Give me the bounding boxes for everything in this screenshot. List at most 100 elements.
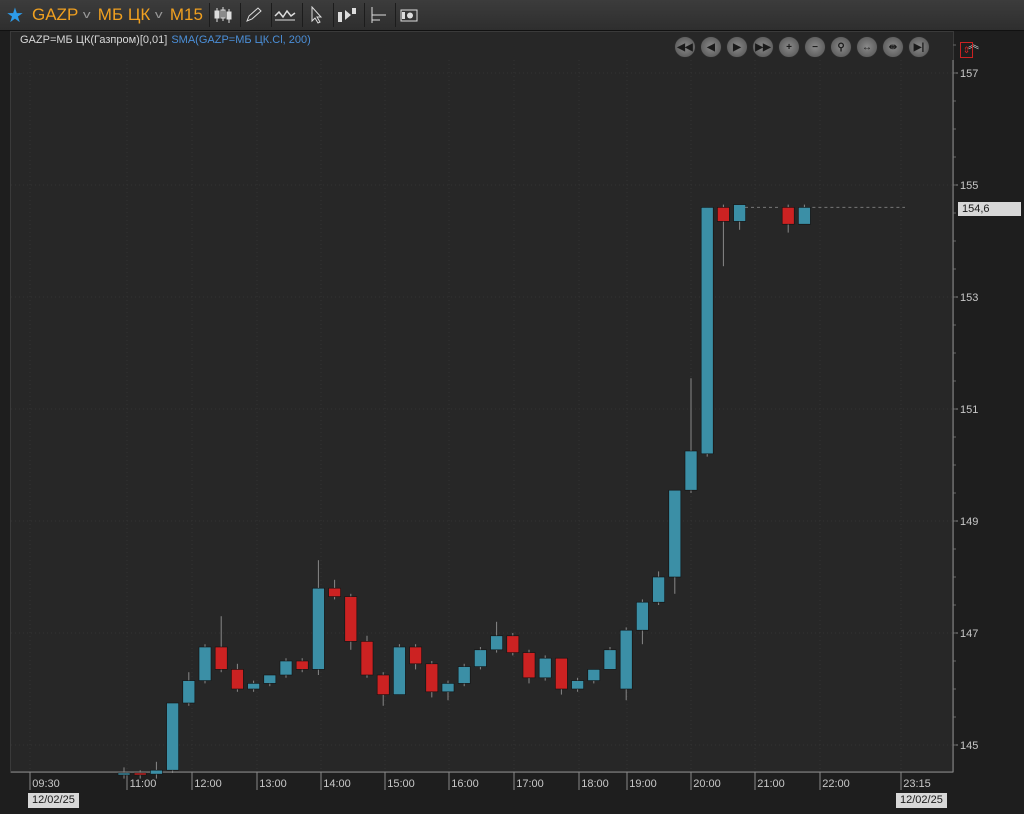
- chevron-down-icon: v: [83, 9, 91, 21]
- x-tick-label: 11:00: [130, 778, 157, 790]
- scroll-left-icon[interactable]: ◀: [700, 36, 722, 58]
- candle-body: [441, 683, 455, 693]
- candle-body: [393, 646, 406, 695]
- x-tick-label: 15:00: [387, 778, 415, 790]
- candle-body: [474, 649, 487, 667]
- candle-body: [506, 635, 520, 653]
- candle-body: [522, 652, 536, 679]
- candle-body: [538, 657, 552, 679]
- series-legend: GAZP=МБ ЦК(Газпром)[0,01] SMA(GAZP=МБ ЦК.…: [20, 34, 311, 46]
- trade-icon[interactable]: [332, 3, 360, 27]
- x-tick-label: 23:15: [903, 778, 931, 790]
- exchange-label: МБ ЦК: [97, 5, 151, 24]
- symbol-selector[interactable]: GAZP v: [28, 5, 94, 25]
- x-tick-label: 09:30: [32, 778, 60, 790]
- candle-body: [684, 450, 698, 491]
- start-date-label: 12/02/25: [28, 793, 79, 808]
- candle-body: [603, 649, 617, 670]
- candle-body: [798, 207, 811, 225]
- candle-body: [279, 660, 293, 676]
- candle-body: [619, 629, 633, 690]
- pencil-icon[interactable]: [239, 3, 267, 27]
- candle-body: [263, 674, 277, 684]
- series-name: GAZP=МБ ЦК(Газпром)[0,01]: [20, 34, 168, 46]
- x-tick-label: 14:00: [323, 778, 351, 790]
- scroll-start-icon[interactable]: ◀◀: [674, 36, 696, 58]
- y-tick-label: 145: [960, 740, 978, 752]
- chart-area[interactable]: [10, 31, 954, 773]
- cursor-icon[interactable]: [301, 3, 329, 27]
- x-tick-label: 13:00: [259, 778, 287, 790]
- candle-body: [360, 641, 374, 676]
- candle-body: [571, 680, 584, 690]
- candle-body: [781, 207, 795, 225]
- candle-body: [490, 635, 503, 651]
- y-tick-label: 157: [960, 68, 978, 80]
- x-tick-label: 18:00: [581, 778, 609, 790]
- candle-body: [117, 772, 131, 776]
- indicator-icon[interactable]: [363, 3, 391, 27]
- candle-body: [166, 702, 179, 771]
- x-tick-label: 16:00: [451, 778, 479, 790]
- candle-body: [150, 769, 163, 775]
- expand-h-icon[interactable]: ↔: [856, 36, 878, 58]
- x-tick-label: 19:00: [629, 778, 657, 790]
- last-price-label: 154,6: [958, 202, 1021, 216]
- chart-navigation: ◀◀ ◀ ▶ ▶▶ + − ⚲ ↔ ⇹ ▶|: [674, 36, 930, 58]
- zoom-out-icon[interactable]: −: [804, 36, 826, 58]
- chevron-down-icon: v: [155, 9, 163, 21]
- candle-body: [328, 587, 341, 597]
- candle-body: [425, 663, 439, 693]
- end-date-label: 12/02/25: [896, 793, 947, 808]
- toolbar: ★ GAZP v МБ ЦК v M15: [0, 0, 1024, 31]
- candle-body: [182, 680, 196, 704]
- pause-icon[interactable]: ▶|: [908, 36, 930, 58]
- candles-icon[interactable]: [208, 3, 236, 27]
- x-tick-label: 17:00: [516, 778, 544, 790]
- candle-body: [700, 207, 714, 455]
- candle-body: [247, 683, 260, 690]
- x-tick-label: 22:00: [822, 778, 850, 790]
- y-tick-label: 149: [960, 516, 978, 528]
- candle-body: [717, 207, 730, 222]
- exchange-selector[interactable]: МБ ЦК v: [94, 5, 166, 25]
- snapshot-icon[interactable]: [394, 3, 422, 27]
- candle-body: [214, 646, 228, 670]
- collapse-icon[interactable]: ︽: [968, 39, 979, 51]
- favorite-star-icon[interactable]: ★: [6, 4, 24, 27]
- candle-body: [555, 657, 568, 690]
- candle-body: [376, 674, 390, 695]
- candle-body: [133, 772, 147, 776]
- candle-body: [198, 646, 212, 681]
- zoom-in-icon[interactable]: +: [778, 36, 800, 58]
- scale-toggle-icon[interactable]: ⇕: [960, 42, 973, 58]
- candle-body: [457, 666, 471, 684]
- y-tick-label: 151: [960, 404, 978, 416]
- shrink-h-icon[interactable]: ⇹: [882, 36, 904, 58]
- symbol-label: GAZP: [32, 5, 79, 24]
- y-tick-label: 147: [960, 628, 978, 640]
- candle-body: [344, 596, 358, 642]
- candle-body: [733, 204, 746, 222]
- sma-indicator-label[interactable]: SMA(GAZP=МБ ЦК.Cl, 200): [171, 34, 311, 46]
- timeframe-label: M15: [169, 5, 203, 24]
- candle-body: [587, 669, 601, 681]
- candle-body: [652, 576, 665, 603]
- candle-body: [409, 646, 422, 665]
- chart-style-icon[interactable]: [270, 3, 298, 27]
- y-tick-label: 155: [960, 180, 978, 192]
- zoom-fit-icon[interactable]: ⚲: [830, 36, 852, 58]
- x-tick-label: 20:00: [693, 778, 721, 790]
- candle-body: [668, 489, 682, 578]
- timeframe-selector[interactable]: M15: [166, 5, 207, 25]
- scroll-right-icon[interactable]: ▶: [726, 36, 748, 58]
- candle-body: [312, 587, 325, 670]
- x-tick-label: 21:00: [757, 778, 785, 790]
- y-tick-label: 153: [960, 292, 978, 304]
- x-tick-label: 12:00: [194, 778, 222, 790]
- candle-body: [636, 601, 649, 631]
- candle-body: [295, 660, 309, 670]
- candle-body: [231, 669, 244, 690]
- scroll-end-icon[interactable]: ▶▶: [752, 36, 774, 58]
